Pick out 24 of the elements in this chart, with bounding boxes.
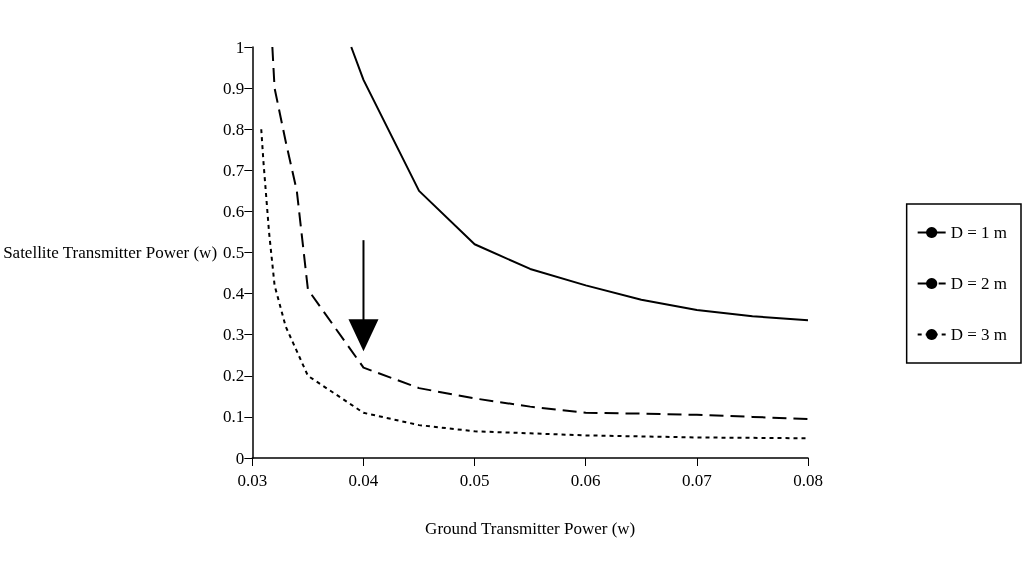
y-tick-label: 0.2 (223, 366, 245, 386)
legend-label: D = 3 m (950, 325, 1008, 344)
y-tick-label: 0.8 (223, 119, 245, 139)
line-series (350, 46, 809, 322)
x-tick-label: 0.03 (237, 471, 268, 490)
y-tick-label: 0 (235, 448, 245, 468)
legend-label: D = 1 m (950, 223, 1008, 242)
y-tick-label: 0.5 (223, 243, 245, 262)
y-tick-label: 0.6 (223, 201, 245, 221)
x-tick-label: 0.08 (793, 471, 823, 490)
y-tick-label: 0.1 (223, 407, 245, 427)
y-axis-title: Satellite Transmitter Power (w) (3, 243, 218, 262)
y-tick-label: 0.7 (223, 160, 245, 180)
x-tick-label: 0.05 (459, 471, 490, 490)
y-tick-label: 0.9 (223, 78, 245, 98)
x-axis-title: Ground Transmitter Power (w) (425, 519, 636, 538)
y-tick-label: 0.3 (223, 325, 245, 345)
y-tick-label: 1 (235, 37, 245, 57)
y-tick-label: 0.4 (223, 284, 245, 304)
line-series (271, 46, 809, 420)
x-tick-label: 0.06 (570, 471, 601, 490)
legend-label: D = 2 m (950, 274, 1008, 293)
x-tick-label: 0.04 (348, 471, 379, 490)
x-tick-label: 0.07 (682, 471, 713, 490)
